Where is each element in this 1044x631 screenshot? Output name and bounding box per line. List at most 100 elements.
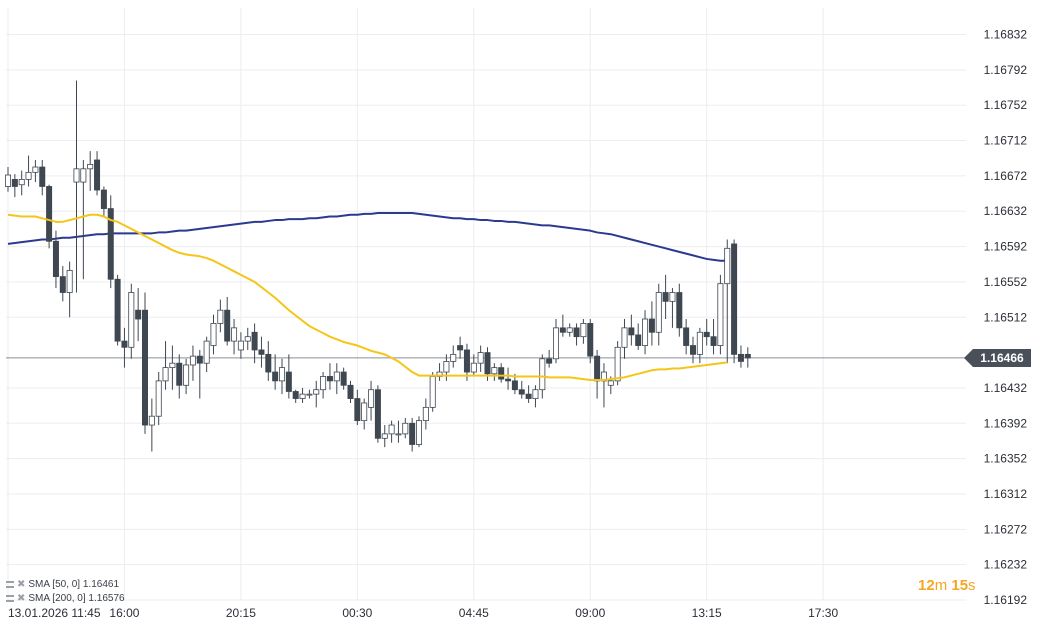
candle [169,345,176,390]
candle [422,398,429,430]
y-tick-label: 1.16272 [984,522,1028,536]
menu-icon[interactable] [6,581,14,588]
candle [710,319,717,355]
candle [114,274,121,346]
x-axis: 13.01.2026 11:45 16:00 20:15 00:30 04:45 09:0… [8,606,838,620]
candle [518,380,525,399]
candle-body [244,336,251,342]
candle-body [258,349,265,355]
candle [690,336,697,364]
candle-body [265,353,272,373]
candle-body [607,380,614,386]
candle-body [73,168,80,183]
candle [320,372,327,399]
countdown-seconds: 15 [951,577,969,594]
candle [135,288,142,342]
candle [299,387,306,403]
candle-body [518,389,525,395]
candle [148,398,155,452]
candle [655,283,662,346]
candle-body [683,327,690,346]
candle-body [381,433,388,439]
candle-body [614,346,621,382]
candle [251,323,258,364]
y-tick-label: 1.16312 [984,487,1028,501]
menu-icon[interactable] [6,595,14,602]
candle-body [46,186,53,242]
candle [361,398,368,430]
candle-body [395,433,402,436]
candle-body [25,171,32,180]
y-tick-label: 1.16352 [984,452,1028,466]
candle [196,349,203,399]
candle [32,159,39,183]
legend-sma-50-label: SMA [50, 0] 1.16461 [28,579,120,590]
candle-body [463,349,470,373]
candle-body [402,422,409,435]
candle-countdown: 12m 15s [918,577,976,594]
close-icon[interactable]: ✖ [17,579,26,590]
candle-body [491,367,498,375]
candle-body [566,327,573,333]
sma-50-line [7,213,728,381]
candle [59,266,66,302]
candle-body [121,340,128,348]
candle [566,323,573,337]
candle [498,363,505,383]
candle-body [724,247,731,285]
candles [5,80,751,452]
candle-body [642,318,649,346]
candle [546,349,553,368]
candle [258,336,265,368]
candle [141,292,148,434]
candle-body [388,424,395,435]
candle-body [717,283,724,346]
candle [477,345,484,373]
countdown-minutes: 12 [918,577,935,594]
candle-body [237,340,244,351]
y-tick-label: 1.16552 [984,275,1028,289]
candle-body [484,352,491,375]
candle [409,417,416,452]
close-icon[interactable]: ✖ [17,593,26,604]
candle [676,283,683,337]
candle [525,385,532,403]
candle [648,301,655,346]
legend-sma-200-label: SMA [200, 0] 1.16576 [28,593,125,604]
candle-body [231,327,238,342]
candle-body [251,331,258,351]
y-tick-label: 1.16672 [984,169,1028,183]
candle [237,332,244,359]
candle-body [210,323,217,346]
candle-body [32,166,39,173]
candle [121,327,128,368]
candle-body [422,406,429,422]
candle-body [710,336,717,346]
candle [491,363,498,381]
candle-body [635,334,642,346]
candle-body [347,384,354,399]
candle [635,323,642,350]
candle-body [196,355,203,364]
y-tick-label: 1.16592 [984,240,1028,254]
candle-body [155,380,162,417]
candle [717,274,724,355]
candle [272,354,279,390]
candle-body [744,353,751,359]
y-tick-label: 1.16392 [984,416,1028,430]
legend-sma-200[interactable]: ✖ SMA [200, 0] 1.16576 [6,593,125,604]
y-tick-label: 1.16432 [984,381,1028,395]
candle-body [107,208,114,280]
y-tick-label: 1.16512 [984,310,1028,324]
candle-body [285,371,292,392]
legend-sma-50[interactable]: ✖ SMA [50, 0] 1.16461 [6,579,119,590]
candle [340,367,347,390]
candle-body [511,380,518,391]
candle-body [313,389,320,395]
sma-200-line [7,211,728,262]
candle-body [696,331,703,355]
candle [628,314,635,346]
candle [100,186,107,218]
candle [128,283,135,359]
